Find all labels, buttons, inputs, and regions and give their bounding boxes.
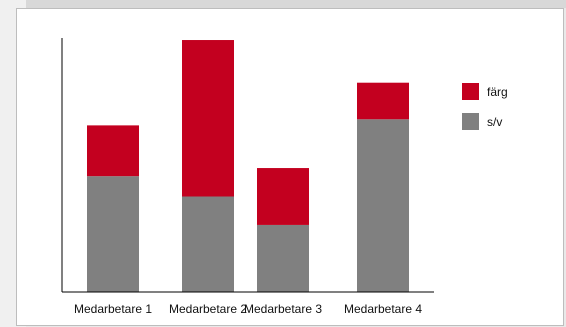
bar-segment-1-farg bbox=[87, 125, 139, 177]
legend: färg s/v bbox=[462, 83, 508, 130]
bar-segment-2-sv bbox=[182, 196, 234, 292]
x-tick-label-4: Medarbetare 4 bbox=[344, 302, 422, 316]
legend-label-sv: s/v bbox=[487, 115, 502, 129]
legend-label-farg: färg bbox=[487, 85, 508, 99]
bar-segment-2-farg bbox=[182, 40, 234, 197]
bar-segment-3-sv bbox=[257, 224, 309, 292]
top-band bbox=[0, 0, 566, 8]
bar-segment-1-sv bbox=[87, 176, 139, 292]
bar-segment-3-farg bbox=[257, 168, 309, 225]
chart-card: Medarbetare 1 Medarbetare 2 Medarbetare 3 M… bbox=[16, 8, 564, 326]
legend-swatch-farg bbox=[462, 83, 479, 100]
x-tick-label-2: Medarbetare 2 bbox=[169, 302, 247, 316]
legend-swatch-sv bbox=[462, 113, 479, 130]
bars-group bbox=[87, 40, 409, 292]
bar-segment-4-sv bbox=[357, 119, 409, 292]
bar-segment-4-farg bbox=[357, 82, 409, 120]
x-tick-label-3: Medarbetare 3 bbox=[244, 302, 322, 316]
x-tick-label-1: Medarbetare 1 bbox=[74, 302, 152, 316]
